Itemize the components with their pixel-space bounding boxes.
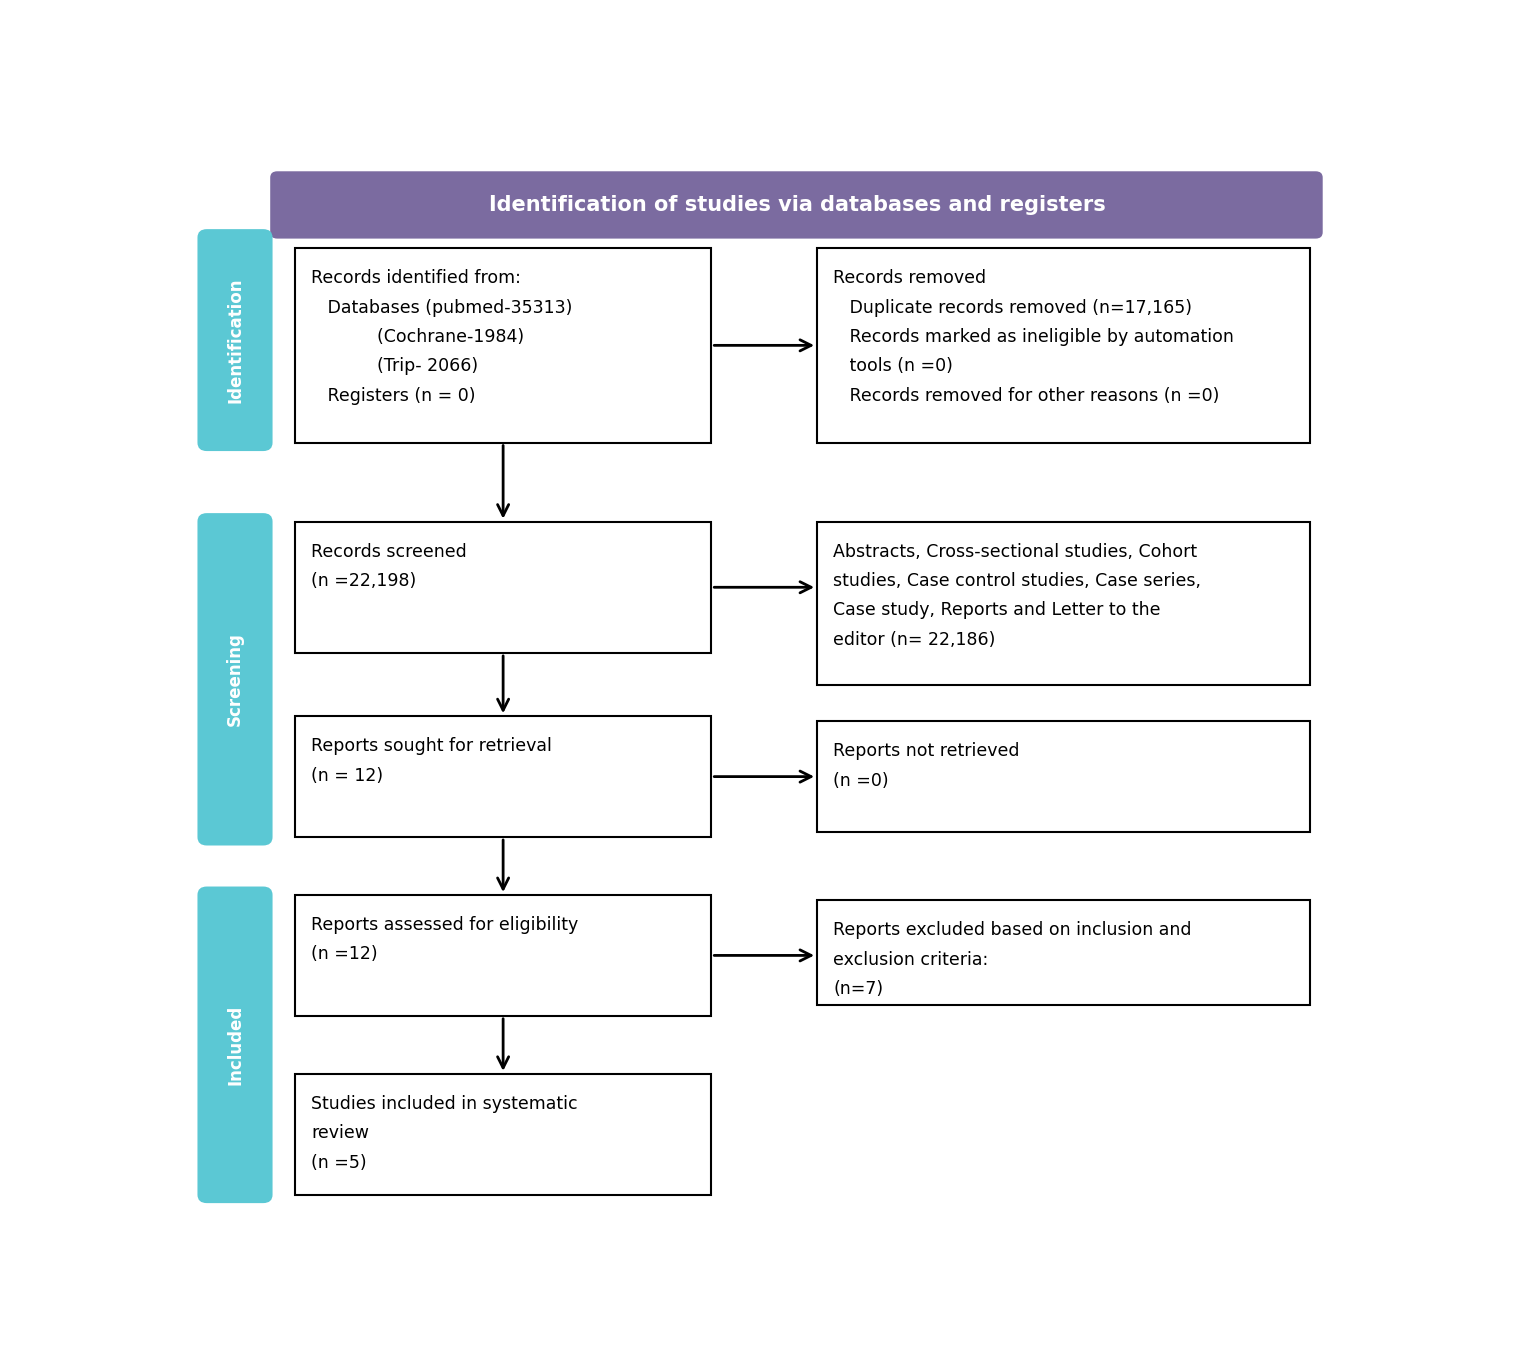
FancyBboxPatch shape bbox=[295, 522, 712, 653]
Text: (n =22,198): (n =22,198) bbox=[312, 572, 416, 590]
Text: exclusion criteria:: exclusion criteria: bbox=[833, 951, 989, 968]
Text: (Cochrane-1984): (Cochrane-1984) bbox=[312, 328, 524, 346]
Text: Records screened: Records screened bbox=[312, 542, 466, 560]
Text: Duplicate records removed (n=17,165): Duplicate records removed (n=17,165) bbox=[833, 299, 1193, 317]
FancyBboxPatch shape bbox=[818, 522, 1310, 684]
FancyBboxPatch shape bbox=[818, 900, 1310, 1005]
Text: Included: Included bbox=[226, 1005, 244, 1085]
Text: Reports excluded based on inclusion and: Reports excluded based on inclusion and bbox=[833, 921, 1192, 940]
FancyBboxPatch shape bbox=[818, 721, 1310, 832]
Text: Registers (n = 0): Registers (n = 0) bbox=[312, 387, 475, 404]
Text: Screening: Screening bbox=[226, 632, 244, 727]
Text: (Trip- 2066): (Trip- 2066) bbox=[312, 358, 478, 376]
Text: Records marked as ineligible by automation: Records marked as ineligible by automati… bbox=[833, 328, 1234, 346]
Text: editor (n= 22,186): editor (n= 22,186) bbox=[833, 631, 996, 649]
Text: studies, Case control studies, Case series,: studies, Case control studies, Case seri… bbox=[833, 572, 1202, 590]
Text: (n =12): (n =12) bbox=[312, 945, 378, 963]
Text: Reports not retrieved: Reports not retrieved bbox=[833, 743, 1020, 761]
Text: Studies included in systematic: Studies included in systematic bbox=[312, 1094, 578, 1113]
FancyBboxPatch shape bbox=[197, 514, 273, 846]
Text: (n =5): (n =5) bbox=[312, 1154, 366, 1172]
Text: Reports sought for retrieval: Reports sought for retrieval bbox=[312, 738, 553, 755]
FancyBboxPatch shape bbox=[295, 895, 712, 1016]
FancyBboxPatch shape bbox=[295, 1074, 712, 1195]
FancyBboxPatch shape bbox=[197, 229, 273, 451]
Text: Databases (pubmed-35313): Databases (pubmed-35313) bbox=[312, 299, 572, 317]
Text: review: review bbox=[312, 1124, 369, 1142]
Text: Abstracts, Cross-sectional studies, Cohort: Abstracts, Cross-sectional studies, Coho… bbox=[833, 542, 1198, 560]
Text: Reports assessed for eligibility: Reports assessed for eligibility bbox=[312, 917, 578, 934]
Text: Records removed for other reasons (n =0): Records removed for other reasons (n =0) bbox=[833, 387, 1220, 404]
FancyBboxPatch shape bbox=[295, 249, 712, 443]
Text: Identification: Identification bbox=[226, 277, 244, 403]
Text: Records identified from:: Records identified from: bbox=[312, 269, 521, 287]
Text: Identification of studies via databases and registers: Identification of studies via databases … bbox=[489, 195, 1105, 214]
Text: Case study, Reports and Letter to the: Case study, Reports and Letter to the bbox=[833, 601, 1161, 619]
FancyBboxPatch shape bbox=[818, 249, 1310, 443]
FancyBboxPatch shape bbox=[295, 716, 712, 837]
Text: tools (n =0): tools (n =0) bbox=[833, 358, 954, 376]
Text: (n = 12): (n = 12) bbox=[312, 766, 383, 784]
FancyBboxPatch shape bbox=[269, 171, 1323, 239]
Text: (n =0): (n =0) bbox=[833, 772, 889, 790]
Text: Records removed: Records removed bbox=[833, 269, 992, 287]
FancyBboxPatch shape bbox=[197, 887, 273, 1203]
Text: (n=7): (n=7) bbox=[833, 981, 884, 999]
